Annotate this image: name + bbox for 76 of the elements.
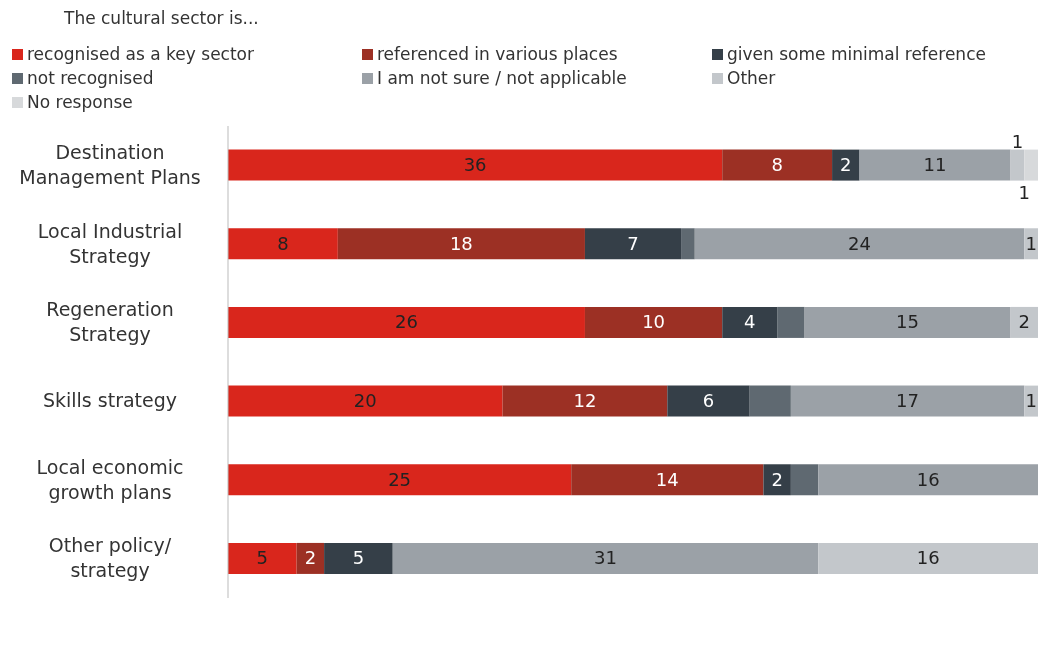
bar [1010, 306, 1038, 338]
data-label: 17 [896, 390, 920, 412]
data-label: 8 [771, 154, 783, 176]
bar [228, 149, 723, 181]
data-label: 14 [655, 468, 679, 490]
bar [859, 149, 1011, 181]
bar [818, 464, 1038, 496]
bar [584, 228, 682, 260]
data-label: 2 [771, 468, 783, 490]
bar [832, 149, 860, 181]
legend-label: referenced in various places [376, 44, 619, 64]
y-tick-label: Skills strategy [42, 389, 178, 412]
legend-label: No response [26, 92, 134, 112]
data-label: 6 [702, 390, 715, 412]
data-label: 1 [1018, 181, 1030, 203]
bar [722, 306, 778, 338]
bar [228, 385, 503, 417]
data-label: 4 [743, 311, 756, 333]
bar [1024, 149, 1038, 181]
bar [228, 464, 572, 496]
data-label: 18 [449, 232, 473, 254]
bar [790, 385, 1025, 417]
bar [324, 542, 393, 574]
y-tick-label: Local Industrial Strategy [37, 219, 183, 267]
data-label: 31 [594, 547, 617, 569]
bar [749, 385, 791, 417]
bar [790, 464, 819, 496]
y-tick-label: Regeneration Strategy [46, 298, 174, 346]
data-label: 1 [1011, 130, 1024, 152]
data-label: 1 [1025, 232, 1037, 254]
legend-label: I am not sure / not applicable [376, 68, 628, 88]
bar [681, 228, 695, 260]
data-label: 10 [642, 311, 666, 333]
bar [392, 542, 819, 574]
data-label: 15 [896, 311, 920, 333]
bar [1010, 149, 1025, 181]
chart-title: The cultural sector is... [64, 8, 260, 28]
data-label: 8 [277, 232, 289, 254]
legend-label: given some minimal reference [726, 44, 987, 64]
bar [722, 149, 833, 181]
legend-label: recognised as a key sector [26, 44, 255, 64]
data-label: 36 [463, 154, 487, 176]
bar [337, 228, 585, 260]
bar [777, 306, 805, 338]
bar [584, 306, 723, 338]
y-tick-label: Local economic growth plans [36, 455, 184, 503]
data-label: 7 [627, 232, 639, 254]
bar [694, 228, 1025, 260]
data-label: 20 [353, 390, 377, 412]
data-label: 1 [1025, 390, 1037, 412]
data-label: 12 [573, 390, 597, 412]
bar [667, 385, 750, 417]
bar [228, 228, 338, 260]
data-label: 2 [1018, 311, 1030, 333]
legend-label: Other [726, 68, 777, 88]
data-label: 5 [256, 547, 269, 569]
y-tick-label: Destination Management Plans [19, 140, 201, 188]
y-tick-label: Other policy/ strategy [48, 534, 172, 582]
data-label: 2 [304, 547, 317, 569]
bar [571, 464, 764, 496]
bar [228, 306, 585, 338]
bar [502, 385, 668, 417]
bar [818, 542, 1038, 574]
data-label: 2 [840, 154, 852, 176]
data-label: 16 [916, 547, 940, 569]
data-label: 16 [916, 468, 940, 490]
data-label: 11 [923, 154, 947, 176]
data-label: 24 [848, 232, 871, 254]
legend-label: not recognised [26, 68, 155, 88]
bar [804, 306, 1011, 338]
data-label: 25 [388, 468, 412, 490]
bar [228, 542, 297, 574]
data-label: 5 [352, 547, 365, 569]
data-label: 26 [395, 311, 418, 333]
bar [296, 542, 325, 574]
bar [763, 464, 791, 496]
